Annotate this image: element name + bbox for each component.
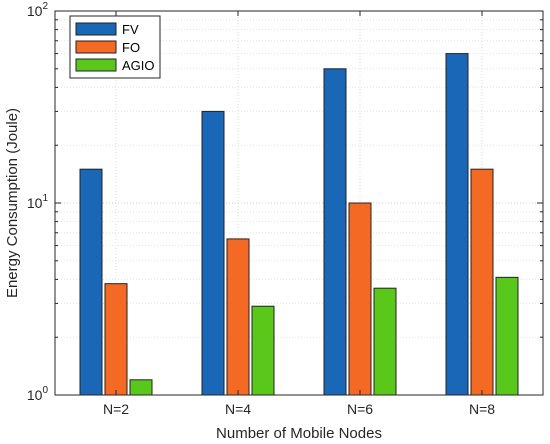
bar-agio-n6 [373,287,397,396]
y-tick-label: 102 [27,1,49,19]
x-ticks: N=2 N=4 N=6 N=8 [103,11,495,417]
bar-fo-n6 [348,202,372,396]
x-tick-label: N=8 [469,401,495,417]
legend-label-agio: AGIO [122,58,155,73]
bar-fo-n2 [104,283,128,396]
x-tick-label: N=4 [225,401,251,417]
x-axis-label: Number of Mobile Nodes [216,425,382,442]
legend-swatch-fv [75,22,117,36]
legend-label-fv: FV [122,22,139,37]
bar-fv-n8 [445,53,469,396]
bar-fv-n6 [323,68,347,396]
y-ticks: 100 101 102 [27,1,543,403]
y-tick-label: 101 [27,193,49,211]
y-tick-label: 100 [27,385,49,403]
x-tick-label: N=2 [103,401,129,417]
bar-agio-n8 [495,276,519,396]
x-tick-label: N=6 [347,401,373,417]
bar-agio-n2 [129,379,153,396]
legend: FV FO AGIO [69,15,161,79]
bar-fv-n4 [201,110,225,396]
legend-label-fo: FO [122,40,140,55]
legend-swatch-fo [75,40,117,54]
y-axis-label: Energy Consumption (Joule) [4,108,21,298]
bars [79,53,519,396]
bar-fo-n8 [470,168,494,396]
bar-agio-n4 [251,305,275,396]
bar-fv-n2 [79,168,103,396]
legend-swatch-agio [75,58,117,72]
bar-fo-n4 [226,238,250,396]
